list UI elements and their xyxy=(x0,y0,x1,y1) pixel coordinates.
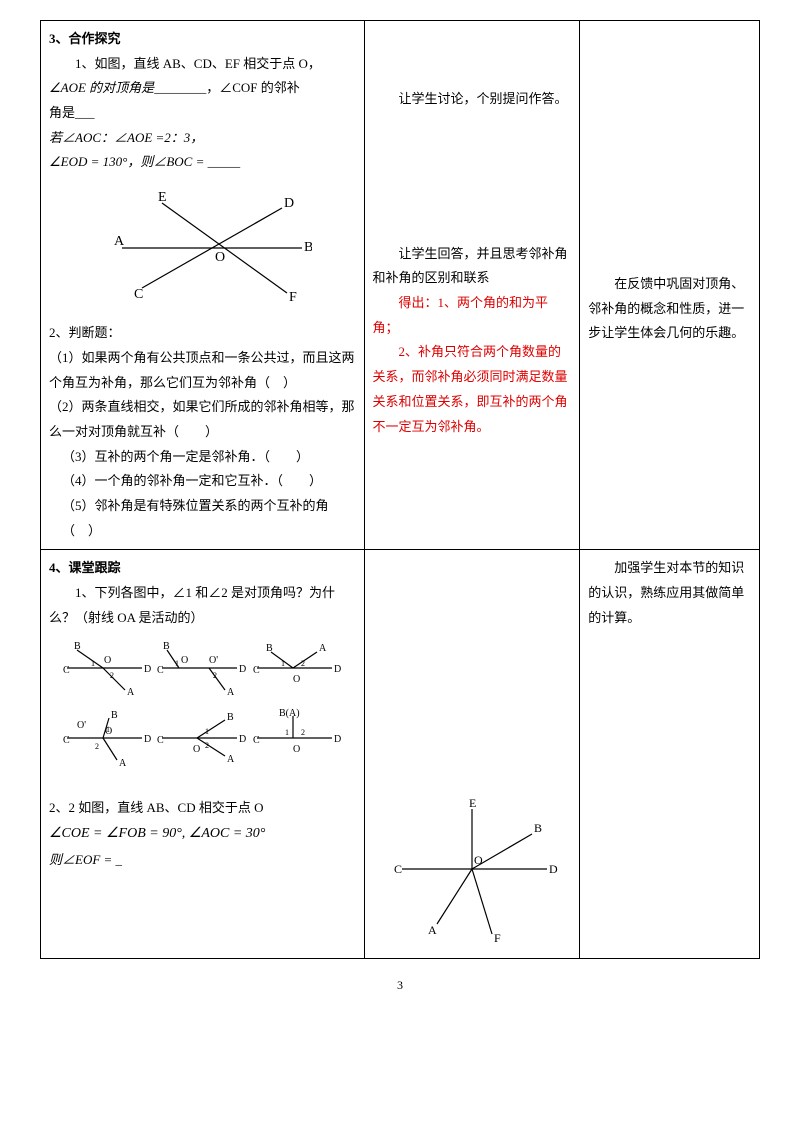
cell-s3-teacher: 让学生讨论，个别提问作答。 让学生回答，并且思考邻补角和补角的区别和联系 得出：… xyxy=(364,21,580,550)
s3-q1-l3: 角是___ xyxy=(49,101,356,126)
svg-text:O: O xyxy=(293,674,300,685)
svg-text:A: A xyxy=(227,687,235,698)
svg-text:1: 1 xyxy=(106,725,110,734)
svg-text:A: A xyxy=(114,234,125,249)
svg-text:1: 1 xyxy=(205,727,209,736)
svg-text:2: 2 xyxy=(95,742,99,751)
svg-text:2: 2 xyxy=(110,671,114,680)
s4-heading: 4、课堂跟踪 xyxy=(49,556,356,581)
cell-s4-teacher: E B O C D A F xyxy=(364,550,580,959)
row-section-3: 3、合作探究 1、如图，直线 AB、CD、EF 相交于点 O， ∠AOE 的对顶… xyxy=(41,21,760,550)
s3-t-p2: 让学生回答，并且思考邻补角和补角的区别和联系 xyxy=(373,242,572,291)
svg-text:D: D xyxy=(239,734,246,745)
svg-text:A: A xyxy=(227,754,235,765)
s3-q2-3: （3）互补的两个角一定是邻补角．（ ） xyxy=(49,445,356,470)
svg-text:1: 1 xyxy=(281,659,285,668)
svg-text:O: O xyxy=(215,250,225,265)
svg-text:B: B xyxy=(74,641,81,652)
s3-note-p1: 在反馈中巩固对顶角、邻补角的概念和性质，进一步让学生体会几何的乐趣。 xyxy=(588,272,751,346)
svg-text:2: 2 xyxy=(301,659,305,668)
s4-q1-l1: 1、下列各图中，∠1 和∠2 是对顶角吗？为什么？（射线 OA 是活动的） xyxy=(49,581,356,630)
svg-text:F: F xyxy=(289,290,297,305)
s4-q2-l2: ∠COE = ∠FOB = 90°, ∠AOC = 30° xyxy=(49,821,356,848)
s4-q2-l1: 2、2 如图，直线 AB、CD 相交于点 O xyxy=(49,796,356,821)
svg-text:C: C xyxy=(253,665,260,676)
s3-q1-l5: ∠EOD = 130°，则∠BOC = _____ xyxy=(49,150,356,175)
s3-t-p1: 让学生讨论，个别提问作答。 xyxy=(373,87,572,112)
s3-q1-l2a: ∠AOE 的对顶角是 xyxy=(49,80,154,95)
cell-s4-note: 加强学生对本节的知识的认识，熟练应用其做简单的计算。 xyxy=(580,550,760,959)
svg-text:O': O' xyxy=(209,655,218,666)
s4-q2-l3: 则∠EOF = _ xyxy=(49,848,356,873)
svg-text:E: E xyxy=(158,190,167,205)
svg-text:B: B xyxy=(534,821,542,835)
svg-text:C: C xyxy=(253,735,260,746)
svg-text:A: A xyxy=(319,643,327,654)
svg-text:C: C xyxy=(394,862,402,876)
s3-q2-5: （5）邻补角是有特殊位置关系的两个互补的角（ ） xyxy=(49,494,356,543)
blank2: _____ xyxy=(208,154,241,169)
s3-t-p3: 得出：1、两个角的和为平角； xyxy=(373,291,572,340)
svg-text:A: A xyxy=(119,758,127,769)
diagram-lines-o: E D A B O C F xyxy=(92,183,312,313)
svg-text:O: O xyxy=(193,744,200,755)
svg-text:1: 1 xyxy=(175,659,179,668)
page-number: 3 xyxy=(40,974,760,997)
svg-text:E: E xyxy=(469,796,476,810)
cell-s3-note: 在反馈中巩固对顶角、邻补角的概念和性质，进一步让学生体会几何的乐趣。 xyxy=(580,21,760,550)
svg-text:B(A): B(A) xyxy=(279,708,300,719)
svg-text:A: A xyxy=(428,923,437,937)
svg-text:D: D xyxy=(334,734,341,745)
blank: ________ xyxy=(154,80,206,95)
svg-text:O: O xyxy=(474,853,483,867)
s3-heading: 3、合作探究 xyxy=(49,27,356,52)
svg-text:D: D xyxy=(334,664,341,675)
svg-text:2: 2 xyxy=(213,671,217,680)
cell-s4-content: 4、课堂跟踪 1、下列各图中，∠1 和∠2 是对顶角吗？为什么？（射线 OA 是… xyxy=(41,550,365,959)
cell-s3-content: 3、合作探究 1、如图，直线 AB、CD、EF 相交于点 O， ∠AOE 的对顶… xyxy=(41,21,365,550)
s3-q1-l2: ∠AOE 的对顶角是________，∠COF 的邻补 xyxy=(49,76,356,101)
svg-text:O': O' xyxy=(77,720,86,731)
worksheet-table: 3、合作探究 1、如图，直线 AB、CD、EF 相交于点 O， ∠AOE 的对顶… xyxy=(40,20,760,959)
svg-text:B: B xyxy=(111,710,118,721)
s3-q1-l4: 若∠AOC：∠AOE =2：3， xyxy=(49,126,356,151)
s3-q2-2: （2）两条直线相交，如果它们所成的邻补角相等，那么一对对顶角就互补（ ） xyxy=(49,395,356,444)
svg-text:O: O xyxy=(181,655,188,666)
svg-text:B: B xyxy=(163,641,170,652)
svg-text:B: B xyxy=(266,643,273,654)
svg-text:A: A xyxy=(127,687,135,698)
svg-text:1: 1 xyxy=(91,659,95,668)
svg-text:O: O xyxy=(104,655,111,666)
svg-text:C: C xyxy=(134,287,143,302)
svg-text:B: B xyxy=(304,240,312,255)
s4-note-p1: 加强学生对本节的知识的认识，熟练应用其做简单的计算。 xyxy=(588,556,751,630)
svg-text:D: D xyxy=(549,862,558,876)
svg-text:C: C xyxy=(157,735,164,746)
s3-q2-4: （4）一个角的邻补角一定和它互补．（ ） xyxy=(49,469,356,494)
s3-q1-l2b: ，∠COF 的邻补 xyxy=(206,80,300,95)
diagram-six-angles: BOCDA 12 BOO'CDA 12 BAOCD 12 BO'OCDA 21 xyxy=(57,638,347,778)
row-section-4: 4、课堂跟踪 1、下列各图中，∠1 和∠2 是对顶角吗？为什么？（射线 OA 是… xyxy=(41,550,760,959)
svg-text:2: 2 xyxy=(205,741,209,750)
s3-q2-heading: 2、判断题： xyxy=(49,321,356,346)
s3-q1-l5a: ∠EOD = 130°，则∠BOC = xyxy=(49,154,208,169)
diagram-angle-eof: E B O C D A F xyxy=(382,794,562,944)
svg-text:1: 1 xyxy=(285,728,289,737)
svg-text:B: B xyxy=(227,712,234,723)
s3-q2-1: （1）如果两个角有公共顶点和一条公共过，而且这两个角互为补角，那么它们互为邻补角… xyxy=(49,346,356,395)
s3-t-p4: 2、补角只符合两个角数量的关系，而邻补角必须同时满足数量关系和位置关系，即互补的… xyxy=(373,340,572,439)
svg-text:C: C xyxy=(63,735,70,746)
svg-text:F: F xyxy=(494,931,501,944)
svg-text:D: D xyxy=(144,664,151,675)
svg-text:O: O xyxy=(293,744,300,755)
s3-q1-l1: 1、如图，直线 AB、CD、EF 相交于点 O， xyxy=(49,52,356,77)
svg-text:D: D xyxy=(144,734,151,745)
svg-text:D: D xyxy=(284,196,294,211)
svg-text:2: 2 xyxy=(301,728,305,737)
svg-text:C: C xyxy=(157,665,164,676)
svg-text:D: D xyxy=(239,664,246,675)
svg-text:C: C xyxy=(63,665,70,676)
